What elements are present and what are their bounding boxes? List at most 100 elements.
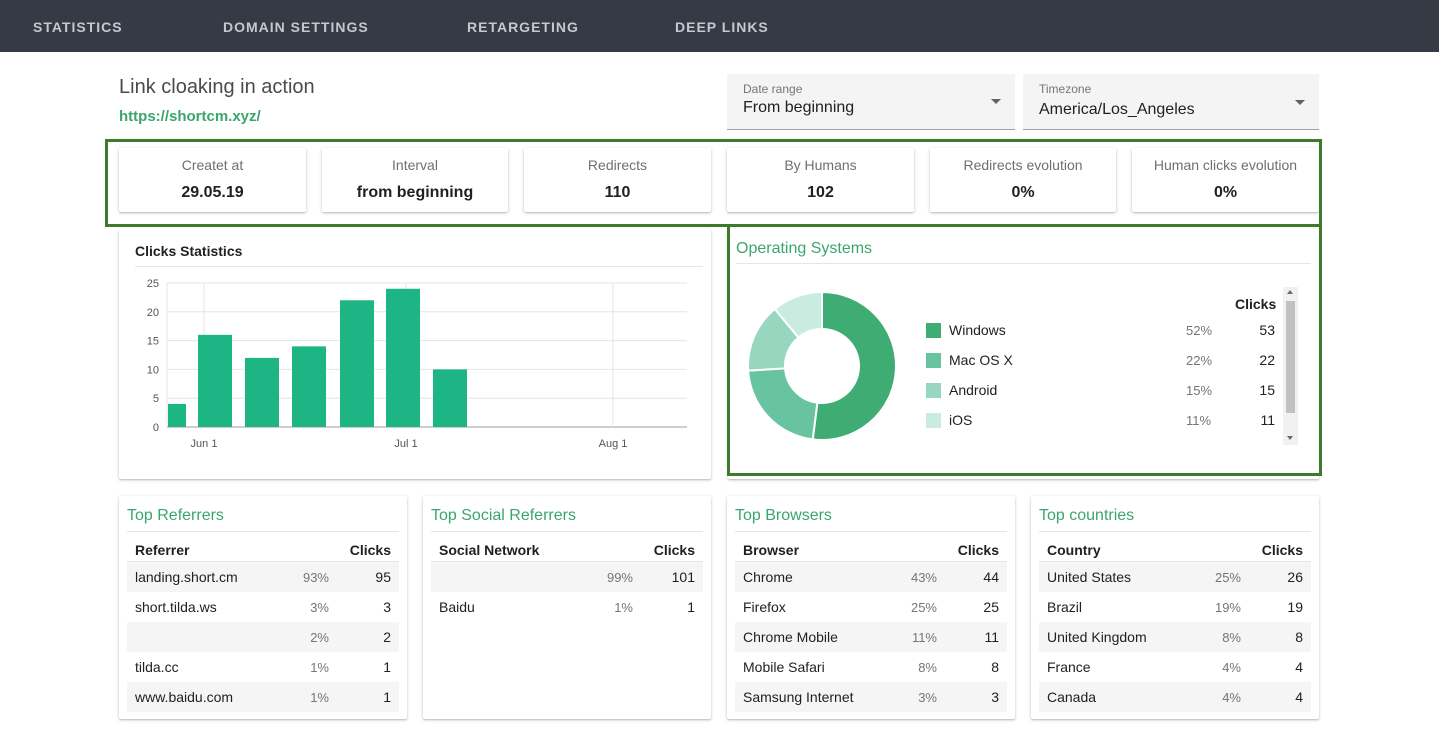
date-range-value: From beginning — [743, 99, 855, 116]
column-header: Clicks — [1261, 542, 1303, 558]
referrer-pct: 1% — [310, 690, 329, 705]
color-swatch — [926, 323, 941, 338]
card-title: Top countries — [1039, 507, 1135, 524]
country-pct: 8% — [1222, 630, 1241, 645]
country-name: United States — [1047, 569, 1132, 585]
country-pct: 25% — [1214, 570, 1241, 585]
top-nav: STATISTICS DOMAIN SETTINGS RETARGETING D… — [0, 0, 1439, 52]
timezone-value: America/Los_Angeles — [1039, 101, 1195, 118]
stat-label: Redirects — [587, 157, 648, 173]
color-swatch — [926, 353, 941, 368]
short-link[interactable]: https://shortcm.xyz/ — [119, 108, 261, 125]
referrer-name: landing.short.cm — [135, 569, 238, 585]
y-tick-label: 0 — [153, 422, 159, 434]
chart-title: Clicks Statistics — [135, 243, 243, 259]
divider — [135, 266, 703, 267]
table-row: 2% 2 — [127, 622, 399, 652]
stat-card-redirects: Redirects 110 — [524, 148, 711, 212]
bar — [433, 369, 467, 427]
referrer-clicks: 1 — [383, 689, 391, 705]
tab-domain-settings[interactable]: DOMAIN SETTINGS — [223, 19, 369, 35]
stat-label: Createt at — [181, 157, 244, 173]
os-pct: 22% — [1186, 353, 1213, 368]
card-title: Top Referrers — [127, 507, 224, 524]
country-name: Brazil — [1047, 599, 1083, 615]
country-clicks: 4 — [1295, 659, 1303, 675]
os-legend-scrollbar[interactable] — [1283, 287, 1298, 445]
os-legend-row: iOS 11% 11 — [924, 410, 1279, 432]
scroll-down-arrow-icon[interactable] — [1287, 436, 1293, 440]
browser-name: Chrome Mobile — [743, 629, 838, 645]
page-title: Link cloaking in action — [119, 76, 315, 98]
divider — [431, 531, 703, 532]
top-referrers-card: Top Referrers Referrer Clicks landing.sh… — [119, 496, 407, 719]
os-clicks: 15 — [1259, 382, 1275, 398]
browser-clicks: 25 — [983, 599, 999, 615]
referrer-clicks: 1 — [383, 659, 391, 675]
stat-label: Redirects evolution — [963, 157, 1083, 173]
stat-value: 0% — [1011, 184, 1035, 201]
social-clicks: 101 — [671, 569, 695, 585]
social-pct: 99% — [606, 570, 633, 585]
os-pct: 11% — [1186, 413, 1212, 428]
donut-slice — [811, 290, 897, 441]
os-title: Operating Systems — [736, 240, 873, 257]
column-header: Browser — [743, 542, 800, 558]
scroll-thumb[interactable] — [1286, 301, 1295, 413]
social-clicks: 1 — [687, 599, 695, 615]
browser-clicks: 44 — [983, 569, 999, 585]
x-tick-label: Aug 1 — [599, 438, 628, 450]
countries-table: Country Clicks United States 25% 26 Brazil… — [1039, 536, 1311, 712]
country-pct: 4% — [1222, 690, 1241, 705]
card-title: Top Social Referrers — [431, 507, 576, 524]
color-swatch — [926, 413, 941, 428]
referrer-clicks: 3 — [383, 599, 391, 615]
bar — [386, 288, 420, 427]
table-row: Baidu 1% 1 — [431, 592, 703, 622]
referrer-name: tilda.cc — [135, 659, 179, 675]
browser-name: Mobile Safari — [743, 659, 825, 675]
color-swatch — [926, 383, 941, 398]
y-tick-label: 15 — [147, 336, 159, 348]
tab-retargeting[interactable]: RETARGETING — [467, 19, 579, 35]
os-name: Android — [949, 382, 998, 398]
date-range-label: Date range — [743, 82, 803, 96]
browser-pct: 25% — [910, 600, 937, 615]
column-header: Clicks — [957, 542, 999, 558]
date-range-select[interactable]: Date range From beginning — [727, 74, 1015, 130]
timezone-select[interactable]: Timezone America/Los_Angeles — [1023, 74, 1319, 130]
stat-value: from beginning — [356, 184, 474, 201]
divider — [736, 263, 1311, 264]
table-header: Referrer Clicks — [127, 536, 399, 562]
divider — [127, 531, 399, 532]
country-name: United Kingdom — [1047, 629, 1147, 645]
table-row: tilda.cc 1% 1 — [127, 652, 399, 682]
browser-clicks: 3 — [991, 689, 999, 705]
tab-statistics[interactable]: STATISTICS — [33, 19, 123, 35]
column-header: Referrer — [135, 542, 190, 558]
table-header: Social Network Clicks — [431, 536, 703, 562]
os-clicks: 11 — [1260, 412, 1275, 428]
clicks-chart: 0 5 10 15 20 25 Jun 1 Jul 1 Aug 1 — [147, 278, 687, 450]
social-name: Baidu — [439, 599, 475, 615]
country-pct: 4% — [1222, 660, 1241, 675]
table-row: Canada 4% 4 — [1039, 682, 1311, 712]
scroll-up-arrow-icon[interactable] — [1287, 290, 1293, 294]
x-tick-label: Jul 1 — [394, 438, 417, 450]
browser-pct: 43% — [910, 570, 937, 585]
referrer-name: short.tilda.ws — [135, 599, 217, 615]
y-tick-label: 25 — [147, 278, 159, 290]
stat-card-humans: By Humans 102 — [727, 148, 914, 212]
referrer-pct: 3% — [310, 600, 329, 615]
y-tick-label: 20 — [147, 307, 159, 319]
country-clicks: 4 — [1295, 689, 1303, 705]
os-pct: 52% — [1186, 323, 1213, 338]
table-row: www.baidu.com 1% 1 — [127, 682, 399, 712]
stat-value: 110 — [604, 184, 631, 201]
bar — [198, 334, 232, 427]
tab-deep-links[interactable]: DEEP LINKS — [675, 19, 769, 35]
table-header: Browser Clicks — [735, 536, 1007, 562]
table-row: 99% 101 — [431, 562, 703, 592]
referrer-clicks: 2 — [383, 629, 391, 645]
social-pct: 1% — [614, 600, 633, 615]
